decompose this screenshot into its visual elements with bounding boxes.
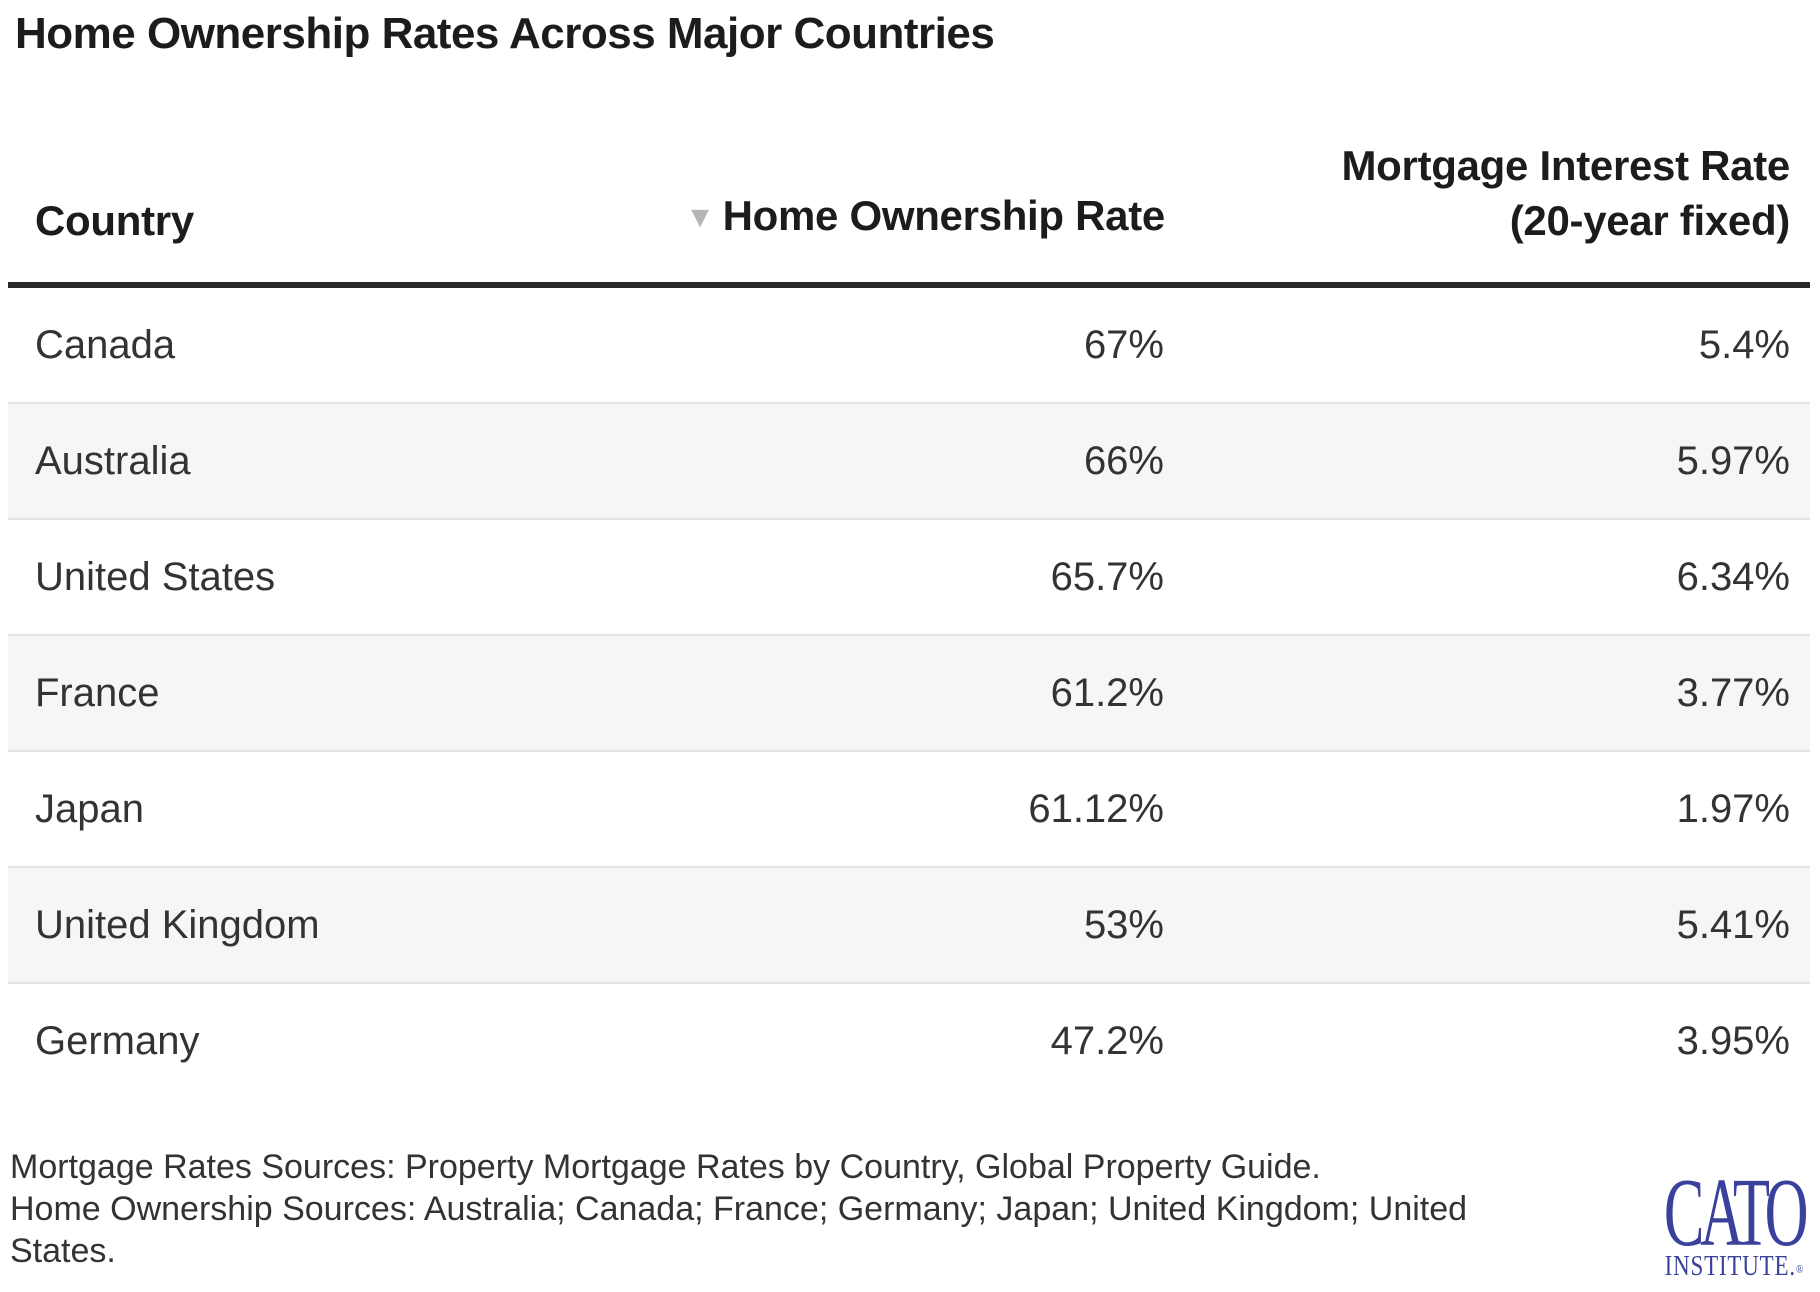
ownership-cell: 65.7% bbox=[640, 518, 1165, 635]
ownership-cell: 47.2% bbox=[640, 982, 1165, 1098]
mortgage-cell: 6.34% bbox=[1165, 518, 1810, 635]
home-ownership-table: Country ▼ Home Ownership Rate Mortgage In… bbox=[8, 80, 1810, 1098]
country-cell: Australia bbox=[8, 402, 640, 519]
table-row: Japan 61.12% 1.97% bbox=[8, 750, 1810, 867]
column-header-country[interactable]: Country bbox=[8, 80, 640, 288]
table-row: Germany 47.2% 3.95% bbox=[8, 982, 1810, 1098]
table-row: France 61.2% 3.77% bbox=[8, 634, 1810, 751]
page-title: Home Ownership Rates Across Major Countr… bbox=[15, 9, 995, 58]
country-cell: Canada bbox=[35, 322, 176, 367]
table-row: Australia 66% 5.97% bbox=[8, 402, 1810, 519]
ownership-sources-note-line1: Home Ownership Sources: Australia; Canad… bbox=[10, 1190, 1468, 1228]
table-header-row: Country ▼ Home Ownership Rate Mortgage In… bbox=[8, 80, 1810, 288]
country-cell: United States bbox=[8, 518, 640, 635]
table-row: United Kingdom 53% 5.41% bbox=[8, 866, 1810, 983]
cato-logo-subtitle: INSTITUTE.® bbox=[1664, 1251, 1804, 1282]
mortgage-sources-note: Mortgage Rates Sources: Property Mortgag… bbox=[10, 1148, 1321, 1186]
column-header-ownership[interactable]: ▼ Home Ownership Rate bbox=[640, 80, 1166, 288]
ownership-cell: 61.12% bbox=[640, 750, 1165, 867]
column-header-ownership-label: Home Ownership Rate bbox=[722, 192, 1166, 239]
cato-logo-wordmark: CATO bbox=[1663, 1159, 1809, 1267]
registered-trademark-icon: ® bbox=[1795, 1262, 1804, 1276]
mortgage-cell: 5.97% bbox=[1165, 402, 1810, 519]
ownership-sources-note-line2: States. bbox=[10, 1232, 116, 1270]
column-header-mortgage-line1: Mortgage Interest Rate bbox=[1341, 142, 1791, 189]
ownership-cell: 66% bbox=[640, 402, 1165, 519]
ownership-cell: 61.2% bbox=[640, 634, 1165, 751]
ownership-cell: 53% bbox=[640, 866, 1165, 983]
table-row: United States 65.7% 6.34% bbox=[8, 518, 1810, 635]
source-notes: Mortgage Rates Sources: Property Mortgag… bbox=[10, 1146, 1468, 1272]
mortgage-cell: 3.95% bbox=[1165, 982, 1810, 1098]
mortgage-cell: 5.4% bbox=[1698, 322, 1790, 367]
table-row: Canada 67% 5.4% bbox=[8, 285, 1810, 403]
mortgage-cell: 5.41% bbox=[1165, 866, 1810, 983]
column-header-mortgage[interactable]: Mortgage Interest Rate (20-year fixed) bbox=[1165, 80, 1810, 288]
cato-institute-logo: CATO INSTITUTE.® bbox=[1578, 1159, 1809, 1284]
sort-descending-icon: ▼ bbox=[685, 201, 715, 234]
country-cell: United Kingdom bbox=[8, 866, 640, 983]
country-cell: Japan bbox=[8, 750, 640, 867]
country-cell: France bbox=[8, 634, 640, 751]
mortgage-cell: 1.97% bbox=[1165, 750, 1810, 867]
country-cell: Germany bbox=[8, 982, 640, 1098]
ownership-cell: 67% bbox=[1083, 322, 1164, 367]
mortgage-cell: 3.77% bbox=[1165, 634, 1810, 751]
column-header-mortgage-line2: (20-year fixed) bbox=[1509, 197, 1791, 244]
